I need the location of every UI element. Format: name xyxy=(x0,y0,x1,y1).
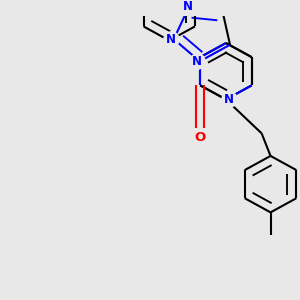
Text: N: N xyxy=(224,93,234,106)
Text: O: O xyxy=(195,130,206,143)
Text: N: N xyxy=(192,55,202,68)
Text: N: N xyxy=(166,33,176,46)
Text: N: N xyxy=(183,0,193,13)
